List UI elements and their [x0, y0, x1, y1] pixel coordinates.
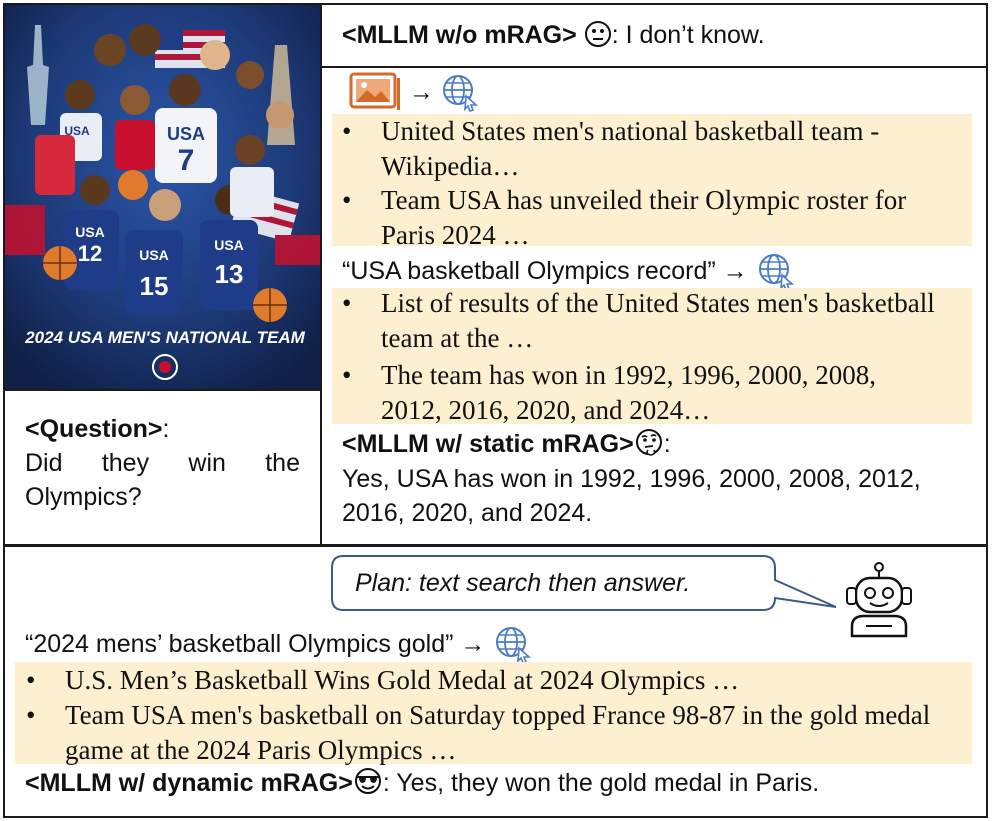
web-search-globe-icon — [496, 627, 532, 664]
no-mrag-answer: : I don’t know. — [611, 21, 765, 49]
dynamic-results-highlight — [15, 662, 972, 764]
image-icon — [349, 72, 400, 110]
list-item: • Team USA has unveiled their Olympic ro… — [336, 183, 936, 252]
jersey-text: USA — [139, 247, 169, 263]
search-result-text: Team USA men's basketball on Saturday to… — [65, 700, 931, 765]
list-item: • U.S. Men’s Basketball Wins Gold Medal … — [20, 663, 950, 698]
thinking-face-icon — [635, 429, 662, 456]
robot-agent-icon — [846, 562, 912, 638]
team-poster-image: USA USA 7 USA 12 USA 15 USA 13 2024 USA … — [5, 5, 320, 389]
bullet: • — [26, 700, 36, 730]
jersey-number: 7 — [178, 144, 195, 177]
question-colon: : — [162, 415, 170, 443]
list-item: • List of results of the United States m… — [336, 286, 936, 355]
divider-after-no-mrag — [320, 66, 988, 68]
jersey-text: USA — [64, 124, 90, 138]
static-mrag-heading: <MLLM w/ static mRAG> : — [342, 427, 671, 461]
sunglasses-face-icon — [354, 768, 381, 794]
team-poster-illustration: USA USA 7 USA 12 USA 15 USA 13 2024 USA … — [5, 5, 320, 389]
bullet: • — [342, 116, 352, 146]
search-result-text: Team USA has unveiled their Olympic rost… — [381, 185, 907, 250]
jersey-number: 15 — [140, 271, 169, 301]
arrow-icon: → — [409, 78, 434, 106]
static-mrag-answer: Yes, USA has won in 1992, 1996, 2000, 20… — [342, 465, 921, 527]
no-mrag-label: <MLLM w/o mRAG> — [342, 21, 577, 49]
list-item: • The team has won in 1992, 1996, 2000, … — [336, 358, 936, 427]
no-mrag-line: <MLLM w/o mRAG> : I don’t know. — [342, 18, 765, 52]
image-search-step: → — [349, 72, 480, 112]
question-label: <Question> — [25, 415, 163, 443]
jersey-text: USA — [167, 124, 205, 144]
list-item: • United States men's national basketbal… — [336, 114, 936, 183]
bottom-panel — [3, 545, 988, 818]
static-mrag-label: <MLLM w/ static mRAG> — [342, 430, 634, 458]
divider-poster-question — [3, 389, 322, 391]
neutral-face-icon — [584, 21, 611, 47]
bullet: • — [342, 360, 352, 390]
poster-caption: 2024 USA MEN'S NATIONAL TEAM — [24, 328, 305, 347]
bullet: • — [342, 288, 352, 318]
list-item: • Team USA men's basketball on Saturday … — [20, 698, 950, 767]
search-result-text: United States men's national basketball … — [381, 116, 880, 181]
static-text-query: “USA basketball Olympics record” → — [342, 257, 748, 285]
web-search-globe-icon — [443, 75, 479, 112]
dynamic-mrag-line: <MLLM w/ dynamic mRAG> : Yes, they won t… — [25, 766, 819, 800]
static-text-query-line: “USA basketball Olympics record” → — [342, 251, 796, 291]
dynamic-text-query-line: “2024 mens’ basketball Olympics gold” → — [25, 624, 533, 664]
web-search-globe-icon — [758, 254, 794, 291]
speech-bubble-outline — [331, 555, 837, 611]
image-search-results-highlight — [332, 114, 972, 246]
jersey-number: 13 — [215, 259, 244, 289]
bullet: • — [26, 665, 36, 695]
question-text: Did they win the Olympics? — [25, 449, 300, 511]
static-mrag-colon: : — [663, 430, 671, 458]
text-search-results-highlight — [332, 288, 972, 424]
question-heading: <Question>: — [25, 412, 170, 446]
vertical-divider — [320, 3, 322, 546]
jersey-text: USA — [214, 237, 244, 253]
dynamic-mrag-label: <MLLM w/ dynamic mRAG> — [25, 769, 353, 797]
search-result-text: List of results of the United States men… — [381, 288, 935, 353]
bullet: • — [342, 185, 352, 215]
search-result-text: U.S. Men’s Basketball Wins Gold Medal at… — [65, 665, 740, 695]
jersey-text: USA — [75, 224, 105, 240]
plan-text: Plan: text search then answer. — [355, 569, 691, 597]
dynamic-text-query: “2024 mens’ basketball Olympics gold” → — [25, 630, 486, 658]
jersey-number: 12 — [78, 241, 102, 266]
plan-speech-bubble — [331, 555, 837, 611]
search-result-text: The team has won in 1992, 1996, 2000, 20… — [381, 360, 876, 425]
dynamic-mrag-answer: : Yes, they won the gold medal in Paris. — [382, 769, 820, 797]
